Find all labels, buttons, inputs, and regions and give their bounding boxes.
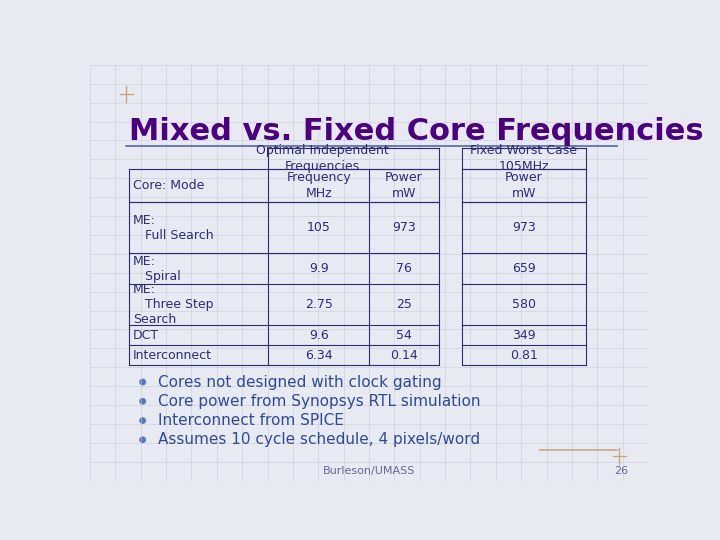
Text: Mixed vs. Fixed Core Frequencies: Mixed vs. Fixed Core Frequencies — [129, 117, 703, 146]
Text: Power
mW: Power mW — [505, 171, 543, 200]
Text: 6.34: 6.34 — [305, 349, 333, 362]
Circle shape — [140, 379, 145, 384]
Text: Frequency
MHz: Frequency MHz — [287, 171, 351, 200]
Text: 26: 26 — [614, 465, 629, 476]
Text: Core power from Synopsys RTL simulation: Core power from Synopsys RTL simulation — [158, 394, 481, 409]
Text: Optimal Independent
Frequencies: Optimal Independent Frequencies — [256, 144, 389, 173]
Text: 25: 25 — [396, 298, 412, 311]
Text: Fixed Worst Case
105MHz: Fixed Worst Case 105MHz — [470, 144, 577, 173]
Text: 54: 54 — [396, 328, 412, 342]
Text: 0.14: 0.14 — [390, 349, 418, 362]
Text: ME:
   Full Search: ME: Full Search — [132, 214, 213, 242]
Text: Interconnect: Interconnect — [132, 349, 212, 362]
Text: 659: 659 — [512, 262, 536, 275]
Text: ME:
   Three Step
Search: ME: Three Step Search — [132, 283, 213, 326]
Text: 76: 76 — [396, 262, 412, 275]
Text: 580: 580 — [512, 298, 536, 311]
Text: Core: Mode: Core: Mode — [132, 179, 204, 192]
Text: ME:
   Spiral: ME: Spiral — [132, 255, 181, 283]
Text: 2.75: 2.75 — [305, 298, 333, 311]
Text: 973: 973 — [392, 221, 415, 234]
Text: 0.81: 0.81 — [510, 349, 538, 362]
Text: 349: 349 — [512, 328, 536, 342]
Text: 9.9: 9.9 — [309, 262, 328, 275]
Text: Cores not designed with clock gating: Cores not designed with clock gating — [158, 375, 442, 389]
Text: 9.6: 9.6 — [309, 328, 328, 342]
Text: Burleson/UMASS: Burleson/UMASS — [323, 465, 415, 476]
Text: Assumes 10 cycle schedule, 4 pixels/word: Assumes 10 cycle schedule, 4 pixels/word — [158, 433, 480, 447]
Text: 973: 973 — [512, 221, 536, 234]
Circle shape — [140, 399, 145, 404]
Circle shape — [140, 437, 145, 442]
Text: 105: 105 — [307, 221, 330, 234]
Text: Power
mW: Power mW — [385, 171, 423, 200]
Circle shape — [140, 418, 145, 423]
Text: DCT: DCT — [132, 328, 158, 342]
Text: Interconnect from SPICE: Interconnect from SPICE — [158, 413, 344, 428]
